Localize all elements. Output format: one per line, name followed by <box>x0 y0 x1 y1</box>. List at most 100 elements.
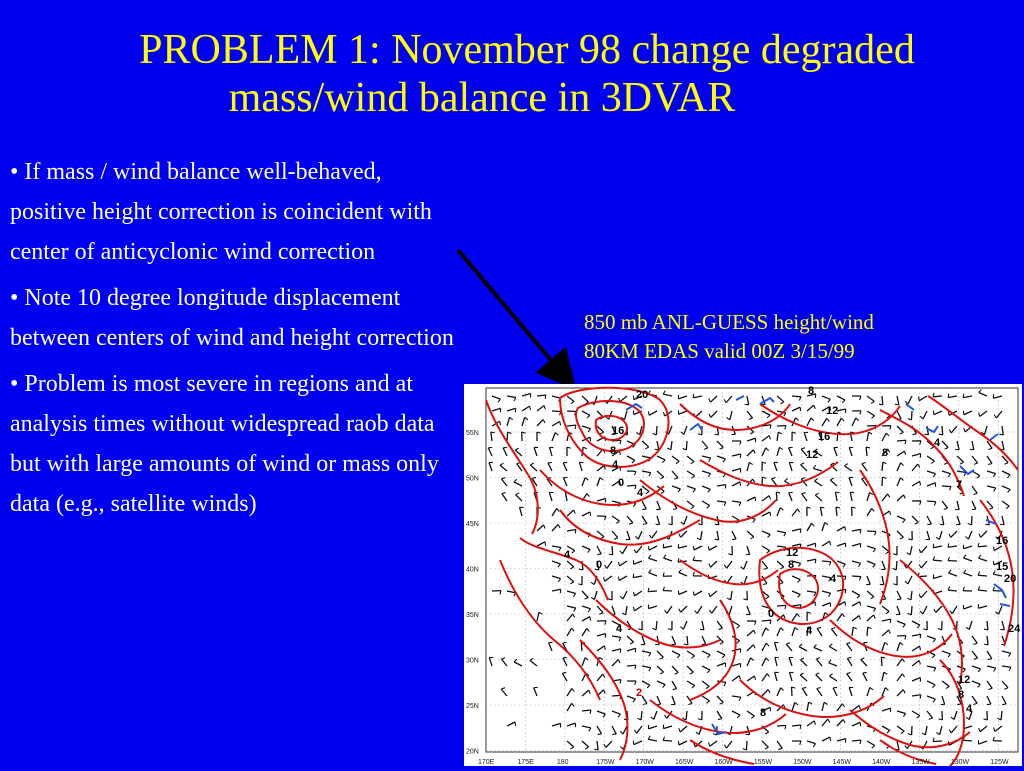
wind-barb <box>687 636 688 645</box>
latitude-label: 50N <box>466 476 479 483</box>
contour-label: 12 <box>806 449 818 461</box>
latitude-label: 40N <box>466 567 479 574</box>
wind-barb-flag <box>648 546 649 550</box>
wind-barb-flag <box>693 394 694 398</box>
wind-barb <box>762 620 771 621</box>
wind-barb <box>627 665 636 666</box>
contour-label: 8 <box>610 445 616 457</box>
wind-barb-flag <box>815 559 816 563</box>
wind-barb-flag <box>860 529 861 533</box>
wind-barb-flag <box>678 741 679 745</box>
contour-label: 2 <box>636 687 642 699</box>
wind-barb-flag <box>642 509 646 510</box>
wind-barb-flag <box>545 542 546 546</box>
wind-barb-flag <box>845 589 846 593</box>
wind-barb-flag <box>920 634 921 638</box>
wind-barb <box>792 396 801 397</box>
bullet-longitude-displacement: • Note 10 degree longitude displacement … <box>10 278 462 358</box>
longitude-label: 130W <box>951 759 970 766</box>
wind-barb <box>978 575 987 576</box>
wind-barb-flag <box>648 411 649 415</box>
latitude-label: 55N <box>466 430 479 437</box>
caption-line-2: 80KM EDAS valid 00Z 3/15/99 <box>584 337 874 366</box>
wind-barb-flag <box>999 434 1003 435</box>
contour-label: 4 <box>830 573 837 585</box>
wind-barb-flag <box>845 527 846 531</box>
bullet-problem-severity: • Problem is most severe in regions and … <box>10 364 462 524</box>
wind-barb <box>978 546 987 547</box>
wind-barb <box>867 531 876 532</box>
contour-label: 8 <box>760 707 766 719</box>
wind-barb <box>866 447 867 456</box>
wind-barb-flag <box>693 591 694 595</box>
contour-label: 12 <box>826 405 838 417</box>
latitude-label: 20N <box>466 749 479 756</box>
contour-label: 12 <box>958 674 970 686</box>
contour-label: 0 <box>596 559 602 571</box>
wind-barb <box>933 560 942 561</box>
wind-barb <box>686 441 687 450</box>
wind-barb-flag <box>740 482 741 486</box>
wind-barb-flag <box>1002 704 1006 705</box>
wind-barb-flag <box>770 512 771 516</box>
wind-barb-flag <box>993 547 994 551</box>
wind-barb-flag <box>618 577 619 581</box>
wind-barb-flag <box>815 602 816 606</box>
contour-label: 0 <box>768 608 774 620</box>
wind-barb-flag <box>612 734 616 735</box>
wind-barb-flag <box>590 512 591 516</box>
longitude-label: 170W <box>636 759 655 766</box>
longitude-label: 145W <box>833 759 852 766</box>
bullet-list: • If mass / wind balance well-behaved, p… <box>10 152 462 530</box>
wind-barb-flag <box>850 432 854 433</box>
wind-barb <box>911 411 912 420</box>
wind-barb-flag <box>820 507 824 508</box>
contour-label: 16 <box>818 431 830 443</box>
bullet-mass-wind-balance: • If mass / wind balance well-behaved, p… <box>10 152 462 272</box>
contour-label: 12 <box>786 547 798 559</box>
wind-barb-flag <box>897 599 901 600</box>
wind-barb <box>507 432 508 441</box>
contour-label: 20 <box>1004 573 1016 585</box>
wind-barb-flag <box>708 546 709 550</box>
longitude-label: 175W <box>596 759 615 766</box>
wind-barb <box>933 396 942 397</box>
longitude-label: 125W <box>990 759 1009 766</box>
wind-barb-flag <box>693 546 694 550</box>
wind-barb <box>627 485 636 486</box>
wind-barb-flag <box>620 680 621 684</box>
wind-barb-flag <box>560 421 561 425</box>
wind-barb-flag <box>770 425 771 429</box>
contour-label: 0 <box>618 477 624 489</box>
longitude-label: 160W <box>714 759 733 766</box>
latitude-label: 25N <box>466 703 479 710</box>
wind-barb-flag <box>940 524 944 525</box>
wind-barb-flag <box>924 434 928 435</box>
wind-barb-flag <box>725 485 726 489</box>
wind-barb <box>822 561 831 562</box>
wind-barb <box>612 546 613 555</box>
wind-barb-flag <box>933 544 934 548</box>
slide-title: PROBLEM 1: November 98 change degraded m… <box>0 26 1024 122</box>
wind-barb <box>776 492 777 501</box>
contour-label: 4 <box>806 625 813 637</box>
contour-label: 4 <box>612 459 619 471</box>
wind-barb-flag <box>590 617 591 621</box>
wind-barb-flag <box>732 539 736 540</box>
wind-barb-flag <box>597 554 601 555</box>
longitude-label: 175E <box>517 759 534 766</box>
latitude-label: 45N <box>466 521 479 528</box>
contour-label: 4 <box>966 703 973 715</box>
wind-barb <box>948 590 957 591</box>
wind-barb-flag <box>663 544 664 548</box>
wind-barb <box>746 741 747 750</box>
wind-barb-flag <box>515 722 516 726</box>
wind-barb-flag <box>957 704 961 705</box>
wind-barb-flag <box>845 602 846 606</box>
wind-barb <box>897 440 906 441</box>
wind-barb <box>942 486 951 487</box>
wind-barb-flag <box>963 394 964 398</box>
contour-label: 20 <box>636 389 648 401</box>
